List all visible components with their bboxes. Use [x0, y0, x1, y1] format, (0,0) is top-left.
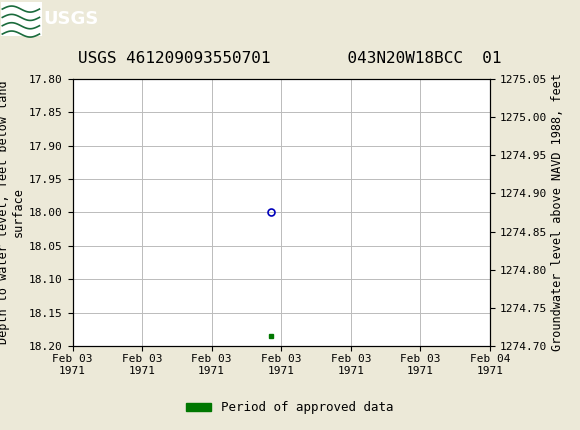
Bar — [1, 2, 42, 36]
Text: USGS 461209093550701        043N20W18BCC  01: USGS 461209093550701 043N20W18BCC 01 — [78, 51, 502, 66]
Text: USGS: USGS — [44, 10, 99, 28]
Legend: Period of approved data: Period of approved data — [181, 396, 399, 419]
Y-axis label: Groundwater level above NAVD 1988, feet: Groundwater level above NAVD 1988, feet — [551, 74, 564, 351]
Y-axis label: Depth to water level, feet below land
surface: Depth to water level, feet below land su… — [0, 80, 25, 344]
